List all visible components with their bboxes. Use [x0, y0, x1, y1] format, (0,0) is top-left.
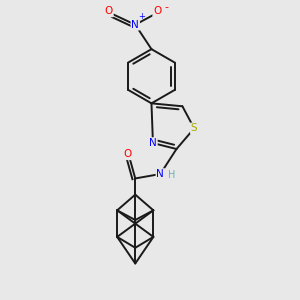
Text: N: N	[156, 169, 164, 179]
Text: +: +	[138, 12, 145, 21]
Text: H: H	[168, 170, 175, 181]
Text: N: N	[149, 138, 157, 148]
Text: O: O	[153, 6, 161, 16]
Text: N: N	[131, 20, 139, 30]
Text: -: -	[164, 2, 168, 12]
Text: S: S	[191, 123, 197, 134]
Text: O: O	[124, 149, 132, 159]
Text: O: O	[105, 6, 113, 16]
